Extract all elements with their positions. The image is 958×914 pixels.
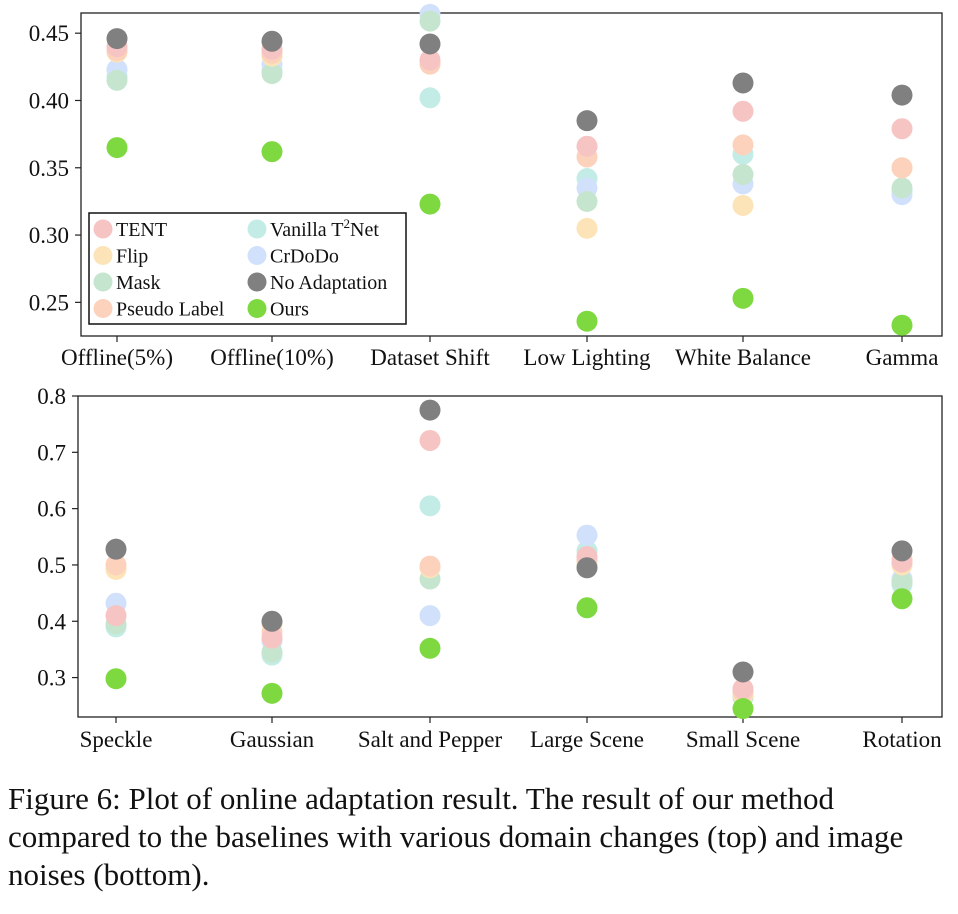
legend-marker-pseudo-label xyxy=(93,299,113,318)
legend-label-flip: Flip xyxy=(116,246,148,268)
point-tent-gaussian xyxy=(261,627,283,649)
point-crdodo-salt-and-pepper xyxy=(419,605,441,627)
legend-marker-tent xyxy=(93,219,113,239)
point-ours-low-lighting xyxy=(576,310,598,332)
point-crdodo-large-scene xyxy=(576,524,598,546)
x-tick-label-dataset-shift: Dataset Shift xyxy=(370,345,490,370)
x-tick-label-white-balance: White Balance xyxy=(675,345,811,370)
x-tick-label-small-scene: Small Scene xyxy=(686,727,800,752)
plot-frame xyxy=(80,12,943,337)
point-tent-gamma xyxy=(891,118,913,140)
point-pseudo-label-salt-and-pepper xyxy=(419,555,441,577)
point-tent-speckle xyxy=(105,605,127,627)
point-ours-small-scene xyxy=(732,698,754,720)
legend-label-vanilla-t2net: Vanilla T2Net xyxy=(270,216,379,241)
legend-box xyxy=(88,212,407,325)
point-no-adaptation-low-lighting xyxy=(576,110,598,132)
point-no-adaptation-dataset-shift xyxy=(419,33,441,55)
point-tent-low-lighting xyxy=(576,135,598,157)
point-ours-dataset-shift xyxy=(419,193,441,215)
y-tick-label: 0.4 xyxy=(37,609,66,634)
point-mask-offline-10 xyxy=(261,63,283,85)
x-tick-label-offline-10: Offline(10%) xyxy=(210,345,333,370)
legend-label-crdodo: CrDoDo xyxy=(270,246,339,268)
figure-charts: 0.25 0.30 0.35 0.40 0.45 Offline(5%) Offline(1… xyxy=(29,3,943,752)
plot-frame xyxy=(77,395,943,718)
point-no-adaptation-gamma xyxy=(891,84,913,106)
point-no-adaptation-large-scene xyxy=(576,557,598,579)
point-tent-white-balance xyxy=(732,100,754,122)
y-tick-label: 0.6 xyxy=(37,497,66,522)
legend-label-no-adaptation: No Adaptation xyxy=(270,272,387,294)
legend-label-ours: Ours xyxy=(270,299,309,321)
y-tick-label: 0.8 xyxy=(37,384,66,409)
x-tick-label-salt-and-pepper: Salt and Pepper xyxy=(358,727,503,752)
point-ours-salt-and-pepper xyxy=(419,637,441,659)
point-ours-rotation xyxy=(891,588,913,610)
x-tick-label-rotation: Rotation xyxy=(862,727,942,752)
y-tick-label: 0.45 xyxy=(29,21,69,46)
y-tick-label: 0.5 xyxy=(37,553,66,578)
legend-marker-vanilla-t2net xyxy=(247,219,267,239)
y-tick-label: 0.30 xyxy=(29,223,69,248)
legend-marker-ours xyxy=(247,299,267,318)
y-tick-label: 0.25 xyxy=(29,290,69,315)
x-tick-label-gaussian: Gaussian xyxy=(230,727,315,752)
point-vanilla-t2net-salt-and-pepper xyxy=(419,495,441,517)
point-mask-white-balance xyxy=(732,164,754,185)
point-ours-large-scene xyxy=(576,597,598,619)
point-ours-offline-5 xyxy=(106,137,128,159)
figure-caption: Figure 6: Plot of online adaptation resu… xyxy=(8,781,904,892)
x-tick-label-low-lighting: Low Lighting xyxy=(523,345,651,370)
point-tent-small-scene xyxy=(732,678,754,700)
point-ours-gaussian xyxy=(261,682,283,704)
bottom-scatter-plot: 0.3 0.4 0.5 0.6 0.7 0.8 Speckle Gaussian Salt an… xyxy=(37,384,943,752)
point-no-adaptation-offline-5 xyxy=(106,28,128,50)
point-mask-rotation xyxy=(891,571,913,593)
x-tick-label-large-scene: Large Scene xyxy=(530,727,644,752)
point-flip-low-lighting xyxy=(576,217,598,239)
point-no-adaptation-salt-and-pepper xyxy=(419,399,441,421)
point-no-adaptation-offline-10 xyxy=(261,30,283,52)
legend-marker-flip xyxy=(93,246,113,265)
x-tick-label-gamma: Gamma xyxy=(866,345,939,370)
y-tick-label: 0.7 xyxy=(37,440,66,465)
point-tent-dataset-shift xyxy=(419,49,441,71)
legend-label-mask: Mask xyxy=(116,272,160,294)
point-flip-white-balance xyxy=(732,194,754,216)
point-vanilla-t2net-dataset-shift xyxy=(419,87,441,109)
point-pseudo-label-speckle xyxy=(105,554,127,576)
y-tick-label: 0.40 xyxy=(29,88,69,113)
point-no-adaptation-speckle xyxy=(105,538,127,560)
top-scatter-plot: 0.25 0.30 0.35 0.40 0.45 Offline(5%) Offline(1… xyxy=(29,3,943,370)
y-tick-label: 0.3 xyxy=(37,666,66,691)
legend-label-tent: TENT xyxy=(116,219,167,241)
point-ours-offline-10 xyxy=(261,141,283,163)
point-ours-gamma xyxy=(891,314,913,336)
legend-marker-crdodo xyxy=(247,246,267,265)
point-mask-dataset-shift xyxy=(419,10,441,32)
legend-label-pseudo-label: Pseudo Label xyxy=(116,299,225,321)
legend-marker-mask xyxy=(93,272,113,292)
y-tick-label: 0.35 xyxy=(29,156,69,181)
point-no-adaptation-white-balance xyxy=(732,72,754,94)
point-mask-offline-5 xyxy=(106,69,128,91)
point-no-adaptation-gaussian xyxy=(261,610,283,632)
x-tick-label-speckle: Speckle xyxy=(80,727,153,752)
point-mask-gamma xyxy=(891,177,913,199)
point-pseudo-label-gamma xyxy=(891,157,913,179)
point-mask-low-lighting xyxy=(576,190,598,212)
point-pseudo-label-white-balance xyxy=(732,134,754,156)
point-no-adaptation-small-scene xyxy=(732,661,754,683)
point-ours-white-balance xyxy=(732,287,754,309)
point-no-adaptation-rotation xyxy=(891,540,913,562)
point-ours-speckle xyxy=(105,668,127,690)
legend: TENT Flip Mask Pseudo Label Vanilla T2Net CrD… xyxy=(88,212,407,325)
x-tick-label-offline-5: Offline(5%) xyxy=(61,345,173,370)
legend-marker-no-adaptation xyxy=(247,272,267,292)
point-tent-salt-and-pepper xyxy=(419,429,441,451)
